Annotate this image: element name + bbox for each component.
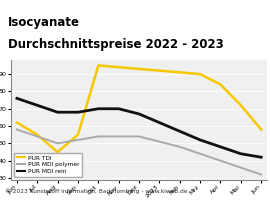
Text: Durchschnittspreise 2022 - 2023: Durchschnittspreise 2022 - 2023 — [8, 38, 224, 51]
Text: Isocyanate: Isocyanate — [8, 16, 80, 29]
Legend: PUR TDI, PUR MDI polymer, PUR MDI rein: PUR TDI, PUR MDI polymer, PUR MDI rein — [14, 152, 82, 177]
Text: © 2023 Kunststoff Information, Bad Homburg - www.kiweb.de: © 2023 Kunststoff Information, Bad Hombu… — [5, 188, 188, 194]
